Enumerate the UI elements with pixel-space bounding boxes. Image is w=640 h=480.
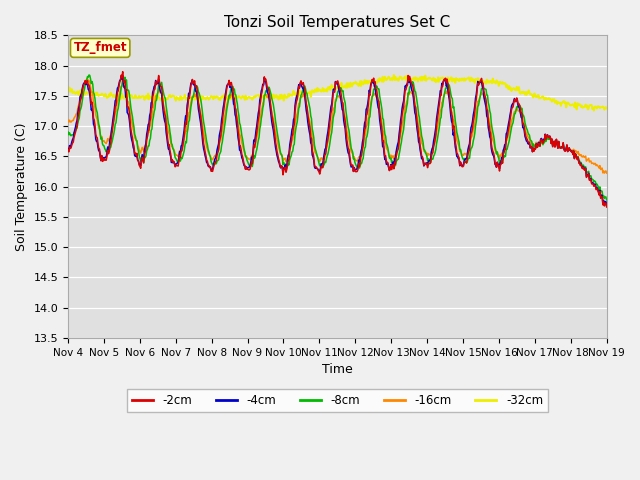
Title: Tonzi Soil Temperatures Set C: Tonzi Soil Temperatures Set C: [224, 15, 451, 30]
Legend: -2cm, -4cm, -8cm, -16cm, -32cm: -2cm, -4cm, -8cm, -16cm, -32cm: [127, 389, 548, 412]
Y-axis label: Soil Temperature (C): Soil Temperature (C): [15, 122, 28, 251]
X-axis label: Time: Time: [322, 363, 353, 376]
Text: TZ_fmet: TZ_fmet: [74, 41, 127, 54]
